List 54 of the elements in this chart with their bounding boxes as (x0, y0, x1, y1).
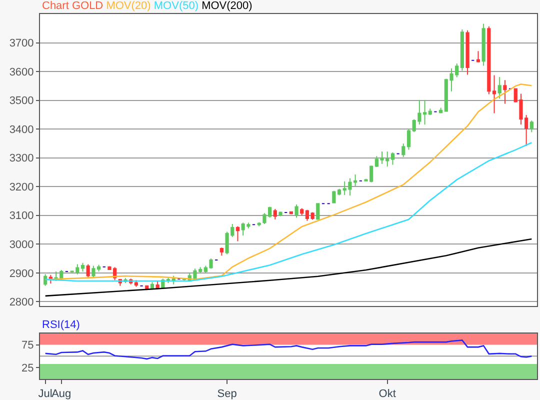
line-series (44, 340, 532, 360)
candlestick (44, 274, 48, 286)
candlestick (406, 128, 411, 150)
candlestick (278, 211, 282, 217)
candlestick (257, 222, 261, 227)
y-tick-label: 3600 (9, 66, 34, 78)
chart-title: RSI(14) (42, 319, 80, 331)
text: MOV(200) (202, 0, 252, 12)
x-tick-label: Aug (52, 388, 72, 400)
candlestick (294, 204, 298, 218)
candlestick (332, 190, 336, 204)
x-tick-label: Sep (217, 388, 237, 400)
candlestick (498, 76, 502, 100)
y-tick-label: 3400 (9, 124, 34, 136)
line-series (44, 142, 532, 282)
candlestick (134, 280, 138, 288)
y-tick-label: 3200 (9, 181, 34, 194)
y-tick-label: 3700 (9, 38, 34, 50)
candlestick (439, 107, 443, 114)
y-tick-label: 3500 (9, 95, 34, 108)
candlestick (80, 262, 85, 272)
candlestick (172, 275, 176, 285)
y-tick-label: 75 (22, 340, 34, 352)
candlestick (402, 142, 406, 158)
x-tick-label: Jul (38, 388, 52, 400)
candlestick (337, 188, 342, 196)
y-tick-label: 2800 (9, 296, 34, 309)
candlestick (220, 247, 224, 256)
candlestick (390, 152, 395, 166)
candlestick (487, 26, 491, 95)
line-series (44, 238, 532, 297)
candlestick (460, 29, 464, 72)
candlestick (422, 100, 427, 125)
candlestick (273, 208, 277, 220)
candlestick (236, 226, 240, 242)
candlestick (476, 50, 480, 63)
candlestick (530, 120, 534, 133)
x-tick-label: Okt (378, 388, 396, 400)
text: MOV(20) (106, 0, 151, 12)
candlestick (86, 264, 90, 278)
y-tick-label: 3100 (9, 210, 34, 222)
y-tick-label: 3300 (9, 152, 34, 165)
y-tick-label: 2900 (9, 268, 34, 280)
candlestick (466, 30, 470, 76)
candlestick (482, 23, 486, 66)
text: MOV(50) (154, 0, 199, 12)
chart-title: Chart GOLD (42, 0, 104, 12)
candlestick (503, 80, 507, 104)
candlestick (300, 208, 304, 216)
y-tick-label: 3000 (9, 239, 34, 251)
candlestick (492, 74, 496, 114)
candlestick (428, 108, 432, 116)
candlestick (316, 202, 320, 220)
y-tick-label: 25 (22, 362, 34, 374)
